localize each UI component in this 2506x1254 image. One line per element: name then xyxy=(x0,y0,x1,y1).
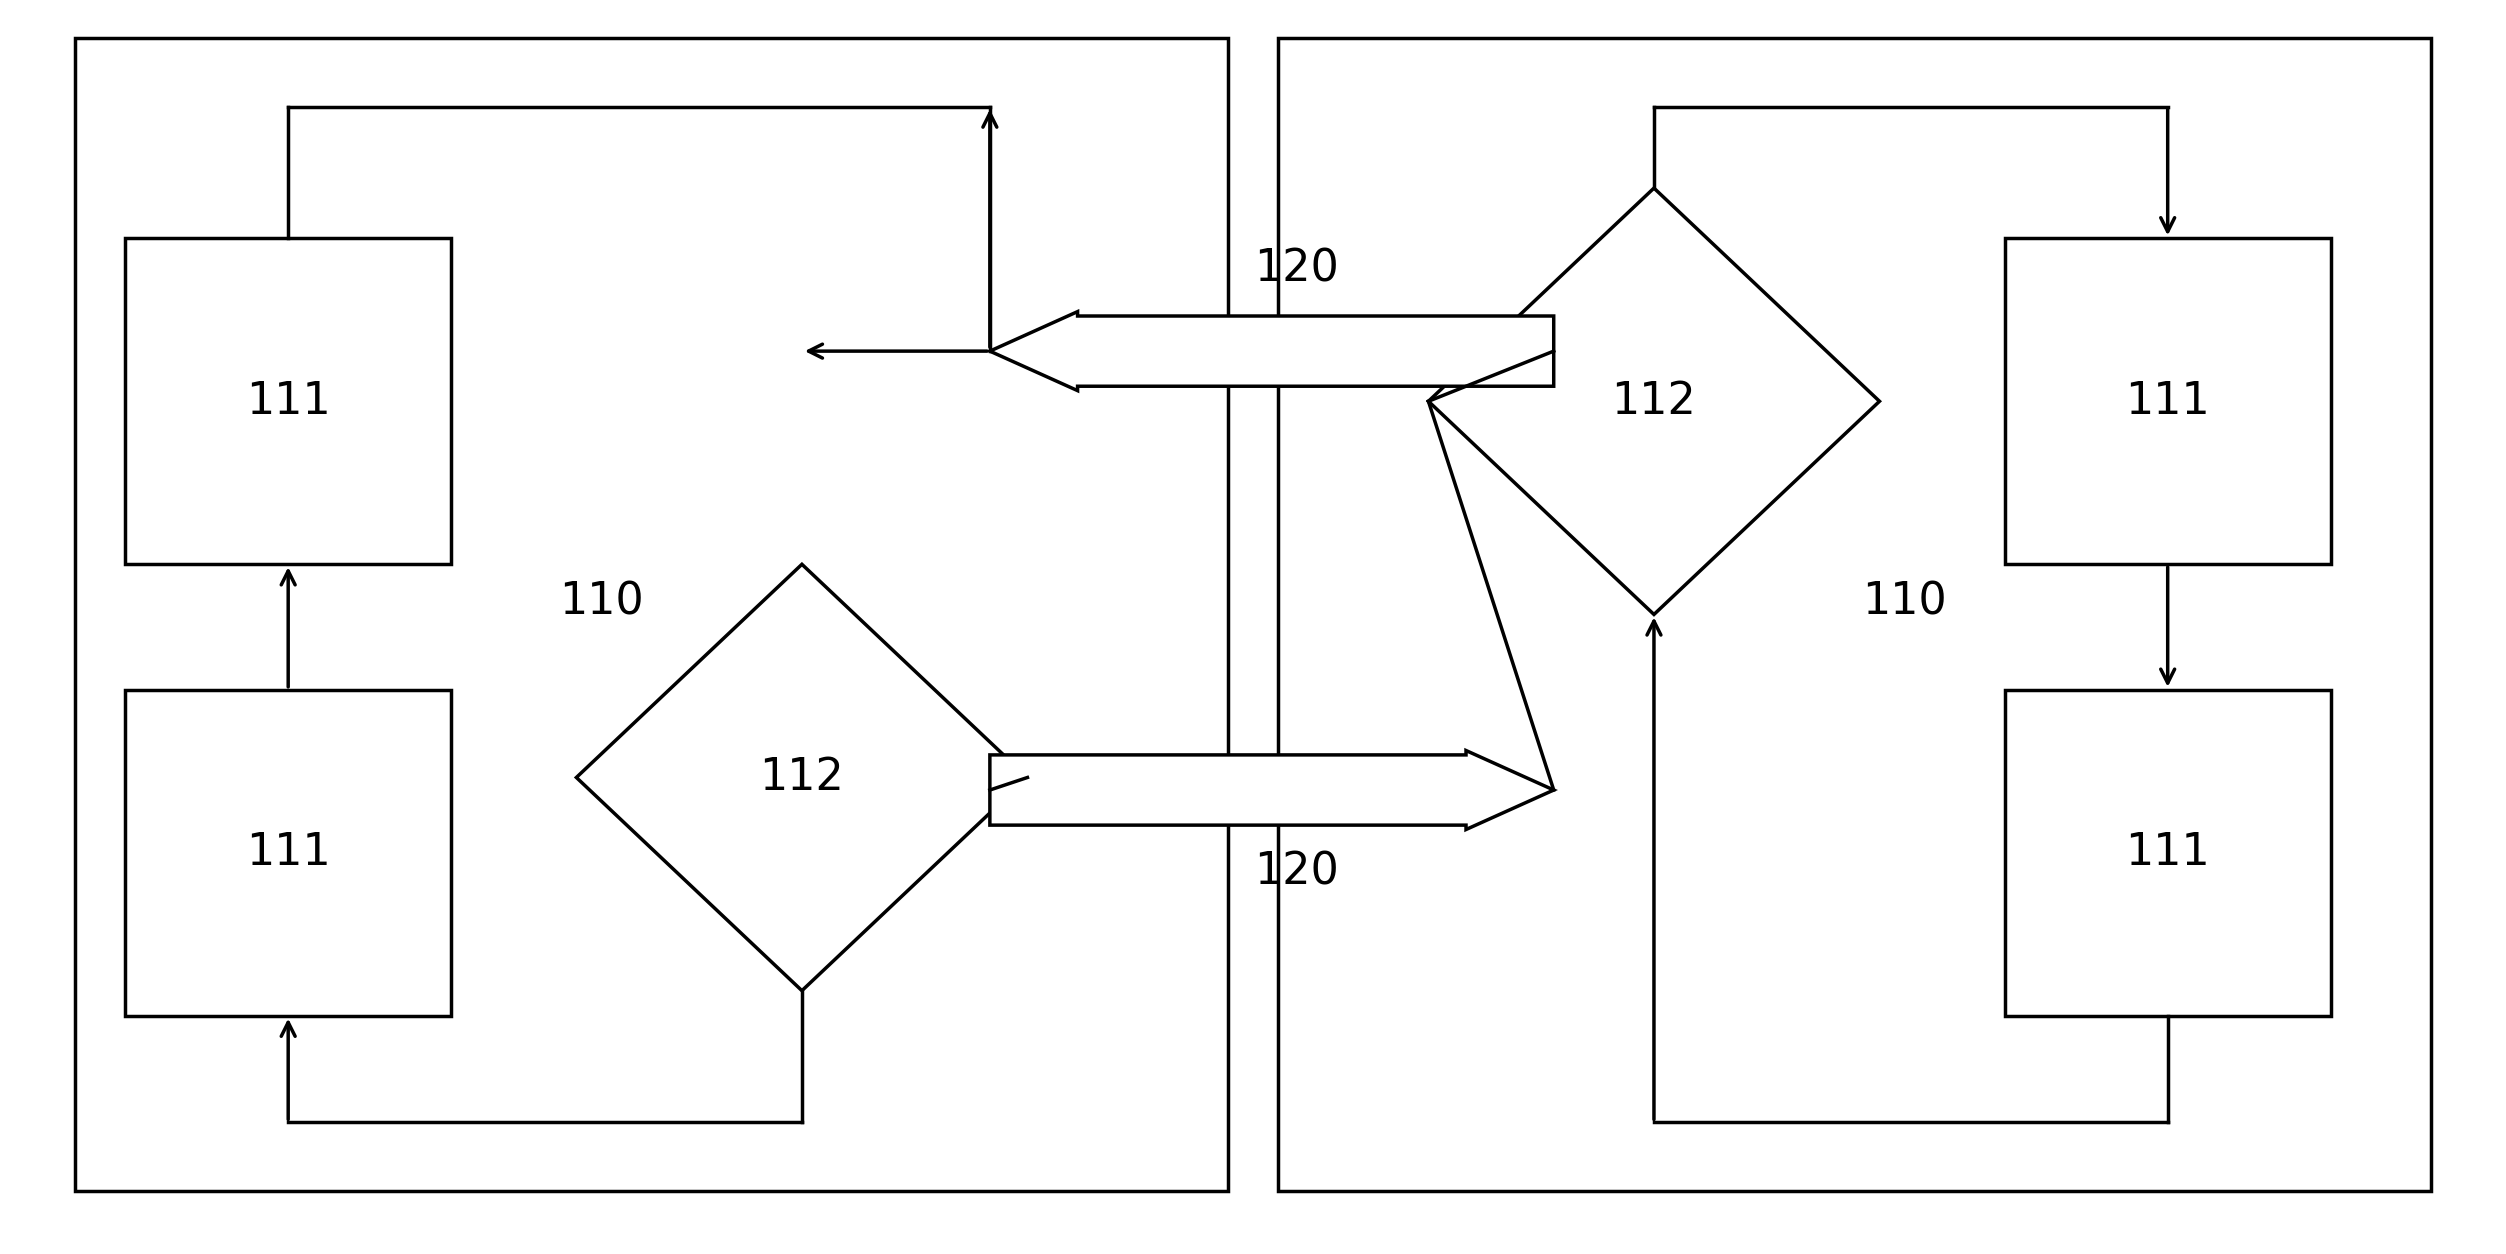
Bar xyxy=(125,690,451,1016)
Text: 111: 111 xyxy=(246,831,331,874)
Text: 110: 110 xyxy=(1862,581,1947,623)
Bar xyxy=(2005,690,2331,1016)
Text: 110: 110 xyxy=(559,581,644,623)
Text: 111: 111 xyxy=(2125,831,2210,874)
Text: 112: 112 xyxy=(759,756,845,799)
Text: 112: 112 xyxy=(1611,380,1697,423)
Bar xyxy=(125,238,451,564)
Bar xyxy=(2005,238,2331,564)
Polygon shape xyxy=(576,564,1027,991)
Text: 111: 111 xyxy=(2125,380,2210,423)
Bar xyxy=(75,38,1228,1191)
Polygon shape xyxy=(1428,188,1880,614)
Text: 120: 120 xyxy=(1256,850,1338,893)
Text: 120: 120 xyxy=(1256,248,1338,291)
Polygon shape xyxy=(990,312,1554,391)
Text: 111: 111 xyxy=(246,380,331,423)
Polygon shape xyxy=(990,750,1554,830)
Bar xyxy=(1278,38,2431,1191)
